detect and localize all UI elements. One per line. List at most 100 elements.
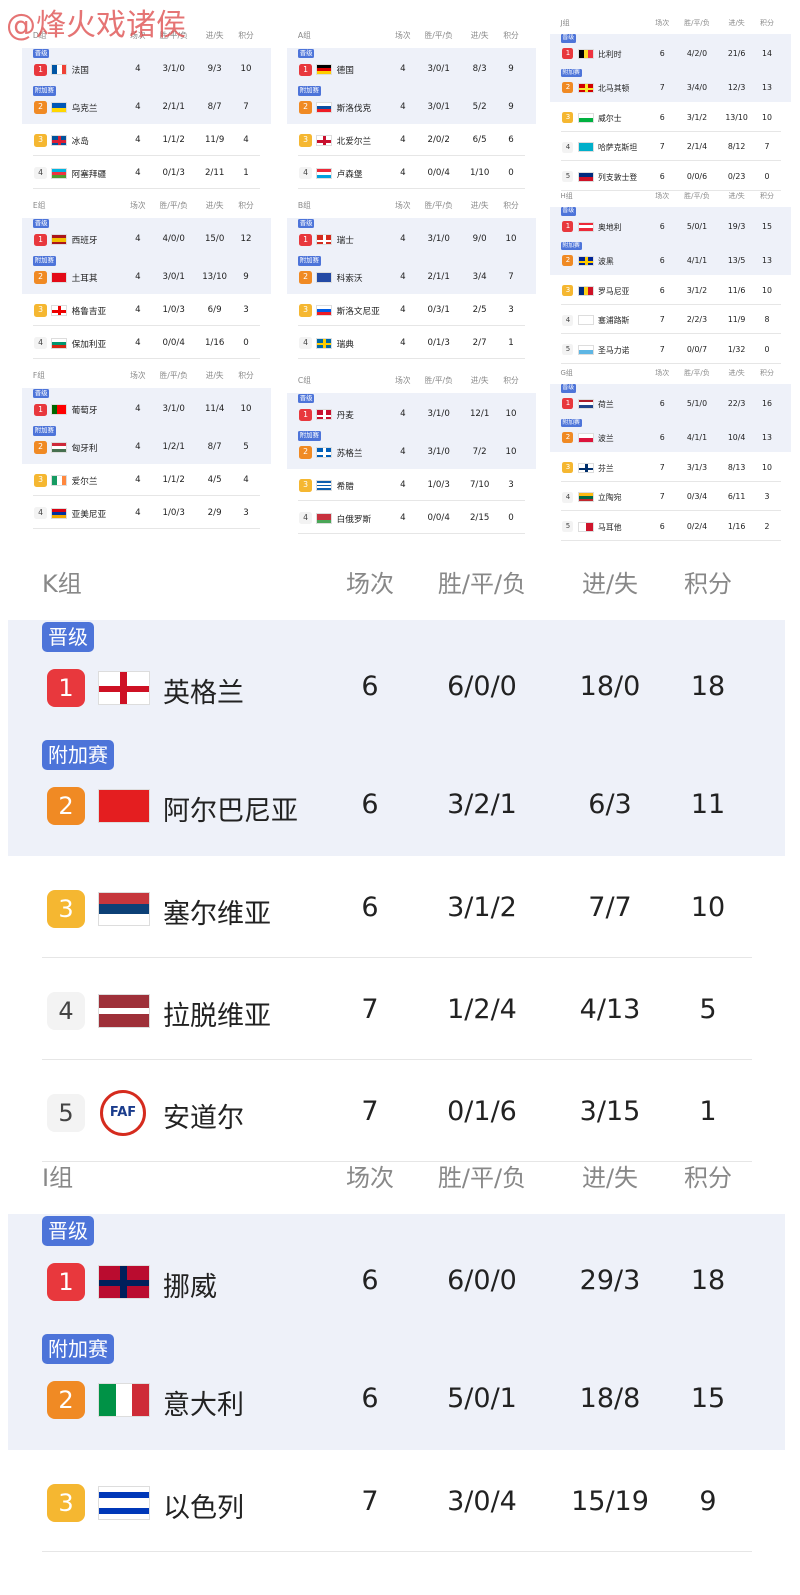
cell-wdl: 3/1/0 [162,64,185,75]
team-name: 法国 [71,66,89,77]
status-badge: 附加赛 [297,431,321,442]
cell-points: 4 [243,475,249,486]
cell-played: 6 [361,1265,379,1297]
group-name: D组 [32,30,47,40]
rank-badge: 2 [562,82,574,94]
group-name: I组 [42,1163,74,1192]
group-name: K组 [42,569,82,598]
status-badge: 晋级 [42,1216,94,1246]
rank-badge: 5 [562,344,574,356]
cell-played: 7 [659,492,665,502]
cell-played: 4 [135,167,141,178]
cell-played: 7 [659,344,665,354]
cell-wdl: 5/0/1 [686,221,708,231]
column-header: 场次 [395,200,411,210]
cell-wdl: 1/2/1 [162,442,185,453]
column-header: 积分 [238,200,254,210]
flag-cross [119,1266,128,1298]
flag-stripe [316,109,332,112]
cell-points: 6 [508,135,514,146]
row-divider [560,540,781,542]
rank-badge: 5 [562,521,574,533]
cell-played: 6 [659,171,665,181]
status-badge: 附加赛 [42,740,114,770]
flag-stripe [578,402,593,405]
cell-played: 6 [659,221,665,231]
flag-stripe [99,1502,149,1509]
flag-stripe [578,225,593,228]
flag-stripe [578,316,593,325]
flag-stripe [316,71,332,75]
team-name: 冰岛 [71,137,89,148]
cell-played: 4 [400,272,406,283]
rank-badge: 2 [47,1381,85,1419]
cell-played: 7 [361,994,379,1026]
column-header: 场次 [346,1163,394,1192]
cell-goals: 6/9 [207,305,222,316]
rank-badge: 4 [47,992,85,1030]
flag-stripe [316,68,332,72]
cell-points: 16 [762,398,772,408]
cell-points: 0 [243,337,249,348]
cell-goals: 29/3 [579,1265,641,1297]
column-header: 积分 [760,191,774,200]
cell-points: 15 [762,221,772,231]
flag-stripe [51,174,67,178]
column-header: 胜/平/负 [159,30,188,40]
rank-badge: 2 [34,101,47,114]
cell-goals: 7/2 [472,447,487,458]
cell-goals: 13/5 [727,255,746,265]
cell-played: 7 [361,1096,379,1128]
flag-stripe [115,1384,133,1416]
flag [315,64,333,76]
cell-wdl: 4/1/1 [686,432,708,442]
flag-stripe [316,171,332,175]
status-badge: 晋级 [560,207,576,217]
flag [50,272,68,283]
flag-stripe [316,306,332,310]
cell-points: 9 [243,272,249,283]
team-name: 格鲁吉亚 [71,307,107,318]
status-badge: 晋级 [297,393,315,404]
cell-goals: 9/0 [472,234,487,245]
cell-wdl: 2/1/1 [427,272,450,283]
cell-points: 14 [762,48,772,58]
row-divider [560,363,781,365]
status-badge: 附加赛 [560,418,582,428]
column-header: 胜/平/负 [684,191,710,200]
cell-goals: 6/3 [588,789,632,821]
cell-wdl: 3/0/1 [427,64,450,75]
column-header: 胜/平/负 [424,30,453,40]
flag [98,1383,150,1417]
rank-badge: 1 [299,63,312,76]
cell-points: 13 [762,432,772,442]
cell-wdl: 6/0/0 [447,671,517,703]
flag-stripe [51,235,67,238]
flag-stripe [51,446,67,450]
cell-played: 4 [135,404,141,415]
row-divider [297,532,526,534]
rank-badge: 1 [34,63,47,76]
status-badge: 晋级 [560,384,576,394]
column-header: 进/失 [205,30,224,40]
cell-wdl: 1/0/3 [427,480,450,491]
cell-wdl: 4/1/1 [686,255,708,265]
column-header: 进/失 [581,569,639,598]
team-name: 苏格兰 [336,449,363,460]
cell-wdl: 0/0/4 [162,337,185,348]
flag [50,442,68,453]
flag-stripe [316,516,332,520]
cell-wdl: 3/1/2 [686,112,708,122]
cell-played: 7 [659,462,665,472]
flag-stripe [583,286,589,295]
group-name: B组 [297,200,311,210]
column-header: 积分 [503,375,519,385]
row-divider [560,480,781,482]
cell-played: 4 [400,234,406,245]
cell-wdl: 1/2/4 [447,994,517,1026]
rank-badge: 2 [562,432,574,444]
cell-goals: 4/5 [207,475,222,486]
column-header: 场次 [130,30,146,40]
flag-stripe [583,49,589,58]
rank-badge: 2 [34,271,47,284]
